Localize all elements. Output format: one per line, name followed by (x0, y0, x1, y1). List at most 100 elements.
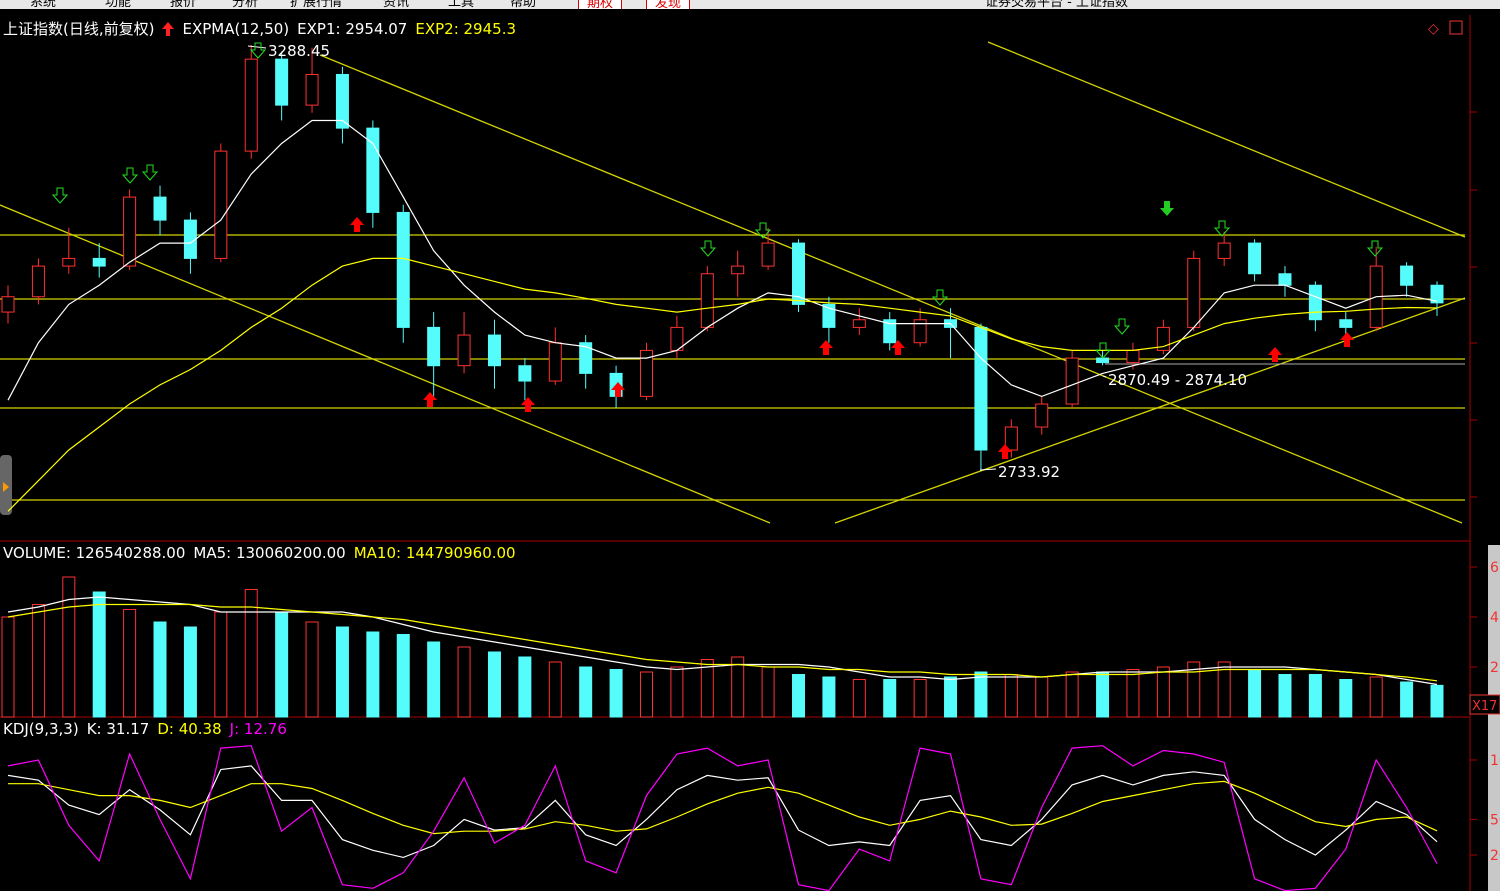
icon-diamond[interactable]: ◇ (1428, 21, 1439, 37)
volume-bar (1126, 669, 1140, 718)
volume-bar (1278, 674, 1292, 718)
buy-signal (350, 217, 364, 232)
line-series (7, 765, 1438, 859)
legend-name: EXP1 (297, 20, 345, 38)
volume-bar (366, 631, 380, 718)
candle-body (1187, 257, 1201, 328)
candle-body (883, 319, 897, 344)
menu-item[interactable]: 工具 (448, 0, 475, 9)
candle-body (31, 265, 45, 298)
candle-body (92, 257, 106, 267)
volume-bar (852, 679, 866, 718)
menu-item[interactable]: 功能 (105, 0, 132, 9)
candle-body (487, 334, 501, 367)
volume-bar (92, 591, 106, 718)
candle-body (153, 196, 167, 221)
candle-body (335, 73, 349, 129)
candle-body (1004, 426, 1018, 451)
y-tick-label: 4 (1490, 610, 1499, 626)
candle-body (974, 326, 988, 451)
sell-signal (1094, 342, 1112, 359)
price-header: 上证指数(日线,前复权) EXPMA(12,50) EXP12954.07 EXP22… (3, 18, 524, 39)
menu-item[interactable]: 报价 (170, 0, 197, 9)
menu-item[interactable]: 扩展行情 (290, 0, 343, 9)
legend-value: 40.38 (178, 720, 222, 738)
volume-bar (427, 641, 441, 718)
candle-body (548, 342, 562, 382)
volume-bar (153, 621, 167, 718)
volume-bar (1248, 669, 1262, 718)
y-tick-label: 2 (1490, 660, 1499, 676)
volume-bar (792, 674, 806, 718)
candle-body (1156, 326, 1170, 351)
line-series (7, 596, 1438, 686)
legend-name: J (230, 720, 244, 738)
buy-signal (1340, 332, 1354, 347)
y-tick-label: 50 (1490, 812, 1500, 828)
legend-name: K (87, 720, 107, 738)
volume-bar (1217, 661, 1231, 718)
candle-body (852, 319, 866, 328)
volume-bar (244, 589, 258, 718)
sell-signal (1366, 240, 1384, 257)
candle-body (700, 273, 714, 328)
legend-name: EXP2 (415, 20, 463, 38)
volume-bar (609, 669, 623, 718)
candle-body (1217, 242, 1231, 259)
candle-body (822, 303, 836, 328)
volume-bar (731, 656, 745, 718)
candle-body (1430, 284, 1444, 304)
volume-title: VOLUME (3, 544, 76, 562)
sell-signal (699, 240, 717, 257)
volume-bar (974, 671, 988, 718)
volume-bar (457, 646, 471, 718)
volume-bar (1035, 676, 1049, 718)
indicator-name: EXPMA(12,50) (182, 20, 290, 38)
candle-body (244, 58, 258, 152)
legend-name: MA5 (193, 544, 236, 562)
volume-bar (1430, 684, 1444, 718)
drawing-lines (0, 41, 1466, 524)
menu-item[interactable]: 分析 (232, 0, 259, 9)
legend-name: MA10 (354, 544, 406, 562)
kdj-title: KDJ(9,3,3) (3, 720, 79, 738)
volume-bar (335, 626, 349, 718)
frame (0, 15, 1477, 891)
sell-signal (51, 187, 69, 204)
line-series (7, 119, 1438, 401)
legend-value: 12.76 (243, 720, 287, 738)
annotation: 2733.92 (998, 463, 1060, 481)
candle-body (579, 342, 593, 374)
menu-item[interactable]: 资讯 (383, 0, 410, 9)
candle-body (457, 334, 471, 367)
menu-item[interactable]: 帮助 (510, 0, 537, 9)
menu-item[interactable]: 系统 (30, 0, 57, 9)
icon-window[interactable] (1449, 20, 1463, 35)
menu-tab[interactable]: 期权 (578, 0, 623, 9)
candle-body (731, 265, 745, 275)
menu-tab[interactable]: 发现 (646, 0, 691, 9)
sell-signal (141, 164, 159, 181)
candle-body (1096, 357, 1110, 364)
unit-label: X17 (1472, 699, 1497, 714)
buy-signal (611, 382, 625, 397)
line-series (8, 780, 1438, 835)
candle-body (1035, 403, 1049, 428)
buy-signal (1268, 347, 1282, 362)
line-series (7, 257, 1438, 512)
sell-signal (249, 42, 267, 59)
volume-bar (883, 679, 897, 718)
candle-body (1, 296, 15, 313)
volume-bar (944, 676, 958, 718)
candle-body (1065, 357, 1079, 405)
candle-body (792, 242, 806, 305)
volume-bar (1096, 671, 1110, 718)
chart-title: 上证指数(日线,前复权) (3, 20, 155, 38)
candle-body (639, 349, 653, 397)
candle-body (62, 257, 76, 267)
sell-signal (1160, 201, 1174, 216)
buy-signal (998, 444, 1012, 459)
y-tick-label: 6 (1490, 560, 1499, 576)
